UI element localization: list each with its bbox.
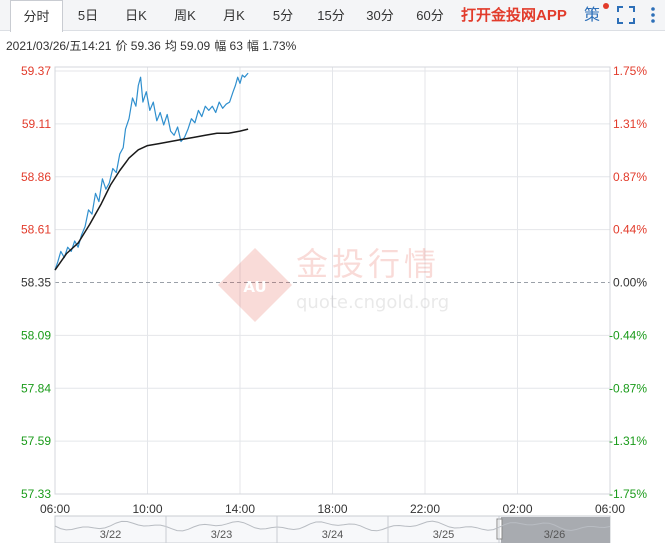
pct-axis-tick-label: -1.31%: [609, 434, 647, 448]
tab-5-day[interactable]: 5日: [77, 8, 99, 23]
navigator-trace: [54, 520, 611, 532]
tab-60-min[interactable]: 60分: [416, 8, 444, 23]
y-axis-tick-label: 59.37: [21, 64, 51, 78]
period-tab-bar: 分时 5日 日K 周K 月K 5分 15分 30分 60分 打开金投网APP 策: [0, 0, 665, 32]
pct-axis-tick-label: 0.87%: [613, 170, 647, 184]
y-axis-tick-label: 58.09: [21, 328, 51, 342]
pct-axis-tick-label: 0.00%: [613, 276, 647, 290]
x-axis-tick-label: 10:00: [132, 502, 162, 516]
x-axis-tick-label: 18:00: [317, 502, 347, 516]
quote-change: 幅 63: [214, 39, 243, 53]
navigator-date-label: 3/24: [322, 529, 343, 541]
pct-axis-tick-label: 0.44%: [613, 223, 647, 237]
more-options-icon[interactable]: [647, 6, 659, 24]
range-navigator[interactable]: 3/22 3/23 3/24 3/25 3/26: [54, 515, 611, 543]
watermark-url: quote.cngold.org: [296, 292, 449, 313]
tab-weekly-k[interactable]: 周K: [174, 8, 196, 23]
x-axis-tick-label: 14:00: [225, 502, 255, 516]
x-axis-tick-label: 06:00: [40, 502, 70, 516]
tab-5-min[interactable]: 5分: [272, 8, 294, 23]
tab-daily-k[interactable]: 日K: [125, 8, 147, 23]
y-axis-tick-label: 59.11: [22, 117, 51, 131]
y-axis-tick-label: 58.61: [21, 223, 51, 237]
notification-dot: [603, 3, 609, 9]
tab-monthly-k[interactable]: 月K: [223, 8, 245, 23]
watermark-badge: AU: [243, 278, 266, 296]
y-axis-tick-label: 57.59: [21, 434, 51, 448]
pct-axis-tick-label: 1.75%: [613, 64, 647, 78]
navigator-date-label: 3/26: [544, 529, 565, 541]
navigator-date-label: 3/23: [211, 529, 232, 541]
quote-price: 价 59.36: [115, 39, 161, 53]
open-app-link[interactable]: 打开金投网APP: [461, 7, 567, 24]
pct-axis-tick-label: 1.31%: [613, 117, 647, 131]
quote-change-percent: 幅 1.73%: [246, 39, 297, 53]
x-axis-tick-label: 22:00: [410, 502, 440, 516]
average-series-line: [54, 128, 249, 271]
navigator-date-label: 3/25: [433, 529, 454, 541]
navigator-date-label: 3/22: [100, 529, 121, 541]
y-axis-tick-label: 57.84: [21, 381, 51, 395]
quote-datetime: 2021/03/26/五14:21: [6, 39, 112, 53]
tab-15-min[interactable]: 15分: [317, 8, 345, 23]
tab-30-min[interactable]: 30分: [366, 8, 394, 23]
y-axis-tick-label: 58.35: [21, 276, 51, 290]
quote-info-bar: 2021/03/26/五14:21 价 59.36 均 59.09 幅 63 幅 1.7…: [6, 37, 300, 54]
watermark-name: 金投行情: [296, 245, 440, 283]
navigator-selected-range: [501, 517, 610, 543]
strategy-button[interactable]: 策: [584, 7, 601, 24]
pct-axis-tick-label: -1.75%: [609, 487, 647, 501]
plot-frame: [54, 66, 611, 495]
x-axis-tick-label: 06:00: [595, 502, 625, 516]
x-axis-tick-label: 02:00: [502, 502, 532, 516]
pct-axis-tick-label: -0.87%: [609, 381, 647, 395]
price-series-line: [54, 72, 249, 271]
watermark-logo-icon: [218, 248, 292, 322]
tab-intraday[interactable]: 分时: [10, 0, 63, 32]
fullscreen-icon[interactable]: [617, 6, 635, 24]
y-axis-tick-label: 57.33: [21, 487, 51, 501]
pct-axis-tick-label: -0.44%: [609, 328, 647, 342]
y-axis-tick-label: 58.86: [21, 170, 51, 184]
quote-average: 均 59.09: [164, 39, 211, 53]
watermark: AU 金投行情 quote.cngold.org: [218, 245, 449, 322]
